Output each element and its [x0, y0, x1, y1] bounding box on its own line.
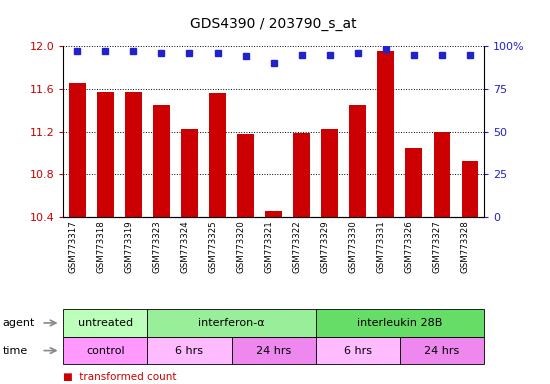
Text: GSM773324: GSM773324 — [180, 220, 189, 273]
Text: 6 hrs: 6 hrs — [175, 346, 204, 356]
Bar — [181, 129, 198, 217]
Bar — [377, 51, 394, 217]
Text: GSM773323: GSM773323 — [152, 220, 162, 273]
Text: agent: agent — [3, 318, 35, 328]
Text: GSM773322: GSM773322 — [293, 220, 301, 273]
Bar — [69, 83, 86, 217]
Text: GSM773326: GSM773326 — [405, 220, 414, 273]
Text: GSM773325: GSM773325 — [208, 220, 217, 273]
Bar — [461, 161, 478, 217]
Text: GSM773317: GSM773317 — [68, 220, 77, 273]
Text: GSM773328: GSM773328 — [461, 220, 470, 273]
Bar — [293, 132, 310, 217]
Text: GSM773320: GSM773320 — [236, 220, 245, 273]
Bar — [153, 105, 170, 217]
Bar — [349, 105, 366, 217]
Text: untreated: untreated — [78, 318, 133, 328]
Bar — [321, 129, 338, 217]
Text: 24 hrs: 24 hrs — [256, 346, 292, 356]
Bar — [237, 134, 254, 217]
Text: GSM773331: GSM773331 — [377, 220, 386, 273]
Bar — [125, 92, 142, 217]
Bar — [97, 92, 114, 217]
Bar — [209, 93, 226, 217]
Text: GSM773327: GSM773327 — [433, 220, 442, 273]
Text: 6 hrs: 6 hrs — [344, 346, 372, 356]
Text: interleukin 28B: interleukin 28B — [357, 318, 443, 328]
Text: interferon-α: interferon-α — [198, 318, 265, 328]
Text: GSM773319: GSM773319 — [124, 220, 133, 273]
Text: 24 hrs: 24 hrs — [424, 346, 460, 356]
Text: GSM773321: GSM773321 — [265, 220, 274, 273]
Bar — [265, 210, 282, 217]
Bar — [405, 147, 422, 217]
Text: control: control — [86, 346, 125, 356]
Text: time: time — [3, 346, 28, 356]
Text: GSM773329: GSM773329 — [321, 220, 330, 273]
Text: GDS4390 / 203790_s_at: GDS4390 / 203790_s_at — [190, 17, 357, 31]
Text: ■  transformed count: ■ transformed count — [63, 372, 177, 382]
Text: GSM773330: GSM773330 — [349, 220, 358, 273]
Bar — [433, 132, 450, 217]
Text: GSM773318: GSM773318 — [96, 220, 106, 273]
